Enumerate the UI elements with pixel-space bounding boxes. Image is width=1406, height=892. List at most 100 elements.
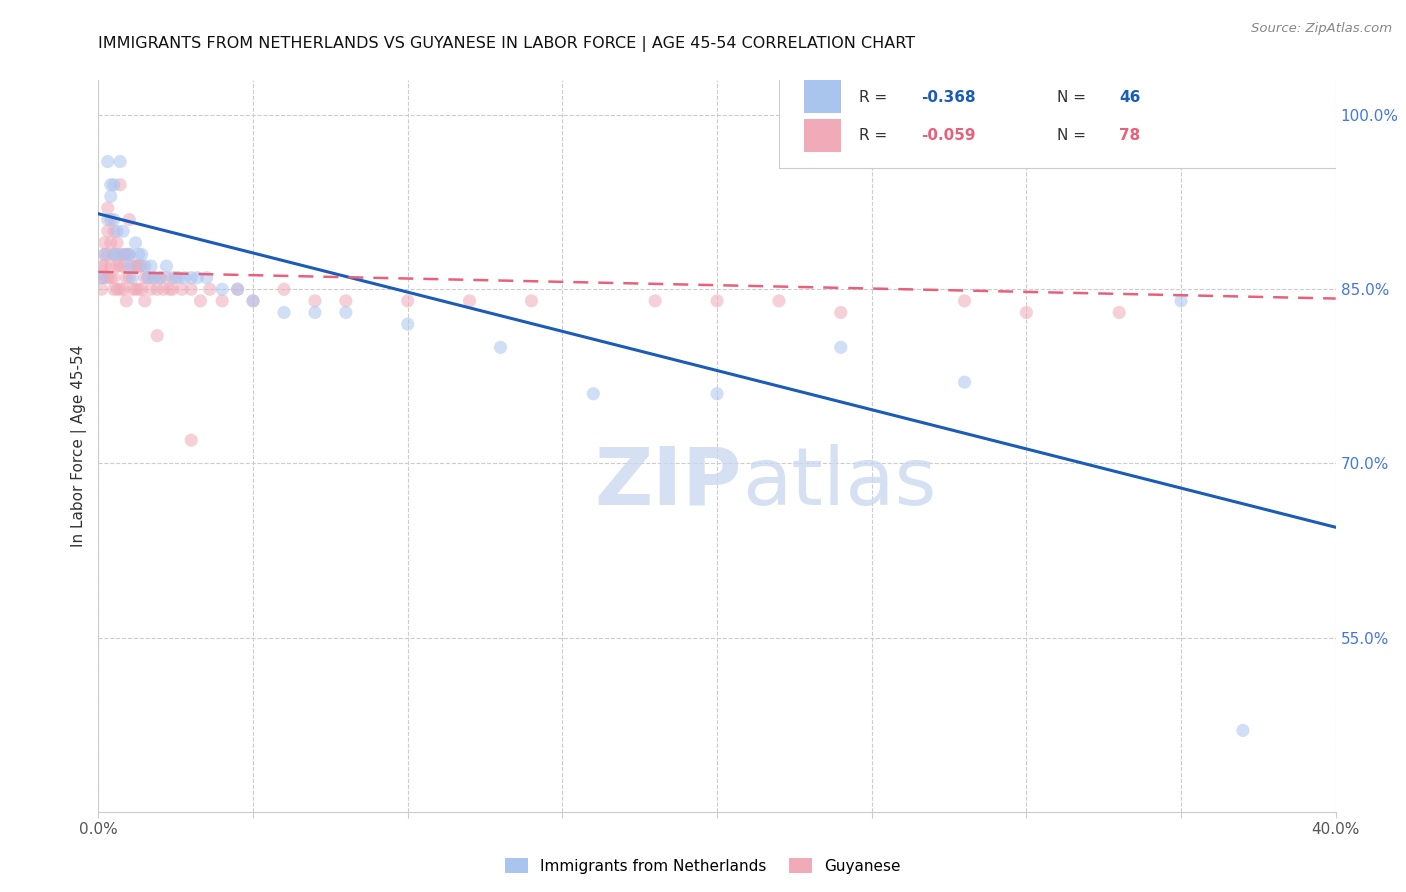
Point [100,259,122,273]
Point [953,375,976,389]
Point [1232,723,1254,738]
Point [953,293,976,308]
Point [118,270,141,285]
Point [108,282,131,296]
Point [97,201,120,215]
Point [167,270,190,285]
Point [1108,305,1130,319]
Point [489,340,512,354]
Point [103,247,125,261]
Point [103,270,125,285]
Point [146,328,169,343]
Point [242,293,264,308]
Point [105,235,128,250]
Legend: Immigrants from Netherlands, Guyanese: Immigrants from Netherlands, Guyanese [499,852,907,880]
Point [1170,293,1192,308]
Point [174,270,197,285]
Point [118,212,141,227]
Point [112,247,135,261]
Point [159,282,181,296]
Point [100,235,122,250]
Point [103,247,125,261]
Point [90,270,112,285]
Point [103,212,125,227]
Point [100,270,122,285]
Point [706,386,728,401]
Point [768,293,790,308]
Point [108,178,131,192]
Point [128,282,150,296]
Point [155,270,177,285]
Point [1015,305,1038,319]
Point [335,293,357,308]
Point [97,154,120,169]
Point [112,282,135,296]
Point [242,293,264,308]
Point [458,293,481,308]
Text: Source: ZipAtlas.com: Source: ZipAtlas.com [1251,22,1392,36]
Point [149,270,172,285]
Point [162,270,184,285]
Point [136,270,159,285]
Point [112,259,135,273]
Point [198,282,221,296]
Point [152,282,174,296]
Point [115,247,138,261]
Point [97,270,120,285]
Point [93,270,115,285]
Point [146,282,169,296]
Point [118,247,141,261]
Point [103,282,125,296]
Text: R =: R = [859,90,893,105]
Point [100,189,122,203]
Point [273,305,295,319]
Text: R =: R = [859,128,893,144]
Point [582,386,605,401]
Point [90,282,112,296]
Point [100,212,122,227]
Point [180,433,202,447]
Point [124,259,146,273]
Text: 46: 46 [1119,90,1140,105]
Point [93,247,115,261]
Point [93,259,115,273]
FancyBboxPatch shape [779,66,1336,168]
Point [139,282,162,296]
Point [131,282,153,296]
Point [90,259,112,273]
Point [118,247,141,261]
Point [134,293,156,308]
Point [165,270,187,285]
Point [180,270,202,285]
Point [97,212,120,227]
Point [108,247,131,261]
Text: 78: 78 [1119,128,1140,144]
Text: -0.059: -0.059 [921,128,976,144]
Point [128,259,150,273]
Point [90,270,112,285]
Point [134,259,156,273]
Point [149,270,172,285]
Point [115,293,138,308]
Point [121,282,143,296]
Point [190,293,212,308]
Point [520,293,543,308]
Bar [804,80,841,113]
Point [100,178,122,192]
Point [226,282,249,296]
Point [97,247,120,261]
Point [706,293,728,308]
Point [304,293,326,308]
Point [108,154,131,169]
Point [112,224,135,238]
Point [155,259,177,273]
Point [118,259,141,273]
Point [304,305,326,319]
Text: -0.368: -0.368 [921,90,976,105]
Point [124,235,146,250]
Point [105,224,128,238]
Point [335,305,357,319]
Point [121,270,143,285]
Bar [804,119,841,152]
Point [186,270,208,285]
